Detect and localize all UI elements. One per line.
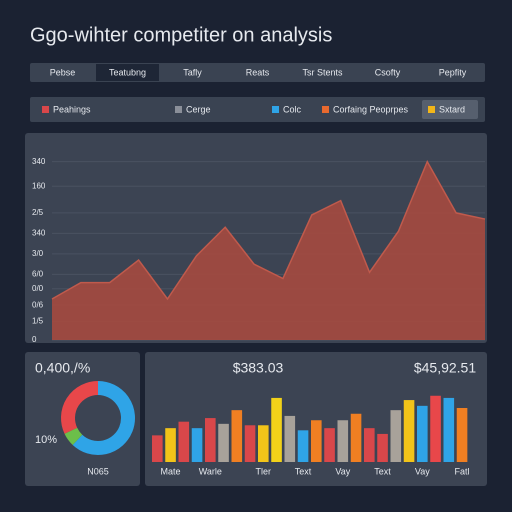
- bar-title: $383.03: [233, 360, 284, 376]
- bar: [390, 410, 402, 462]
- y-tick-label: 2/5: [32, 208, 44, 217]
- area: [52, 161, 485, 340]
- y-tick-label: 0/0: [32, 284, 44, 293]
- x-tick-label: Vay: [415, 466, 430, 476]
- bar: [258, 425, 269, 462]
- bar: [165, 428, 176, 462]
- bar: [218, 423, 229, 462]
- y-tick-label: 340: [32, 229, 46, 238]
- legend-swatch: [42, 106, 49, 113]
- tab[interactable]: [356, 64, 419, 81]
- bar: [284, 415, 296, 462]
- x-tick-label: Vay: [335, 466, 350, 476]
- legend-swatch: [428, 106, 435, 113]
- x-tick-label: Mate: [161, 466, 181, 476]
- bar: [417, 405, 428, 462]
- bar: [231, 410, 243, 462]
- tab[interactable]: [96, 64, 159, 81]
- donut-segment: [72, 381, 135, 455]
- legend-label: Colc: [283, 104, 302, 114]
- bar: [337, 420, 349, 462]
- tab-label: Teatubng: [109, 67, 146, 77]
- page-title: Ggo-wihter competiter on analysis: [30, 24, 332, 46]
- tab[interactable]: [421, 64, 484, 81]
- bar: [311, 420, 322, 462]
- donut-annotation: 10%: [35, 434, 57, 446]
- bar: [443, 397, 455, 462]
- x-tick-label: Fatl: [455, 466, 470, 476]
- y-tick-label: 6/0: [32, 270, 44, 279]
- y-tick-label: 0/6: [32, 300, 44, 309]
- bar: [271, 397, 282, 462]
- x-tick-label: Text: [295, 466, 312, 476]
- donut-segment: [61, 381, 99, 434]
- legend-label: Peahings: [53, 104, 91, 114]
- tab-label: Tsr Stents: [302, 67, 343, 77]
- tab-label: Tafly: [183, 67, 202, 77]
- bar: [152, 435, 163, 462]
- tab-label: Pebse: [50, 67, 76, 77]
- tab-label: Pepfity: [439, 67, 467, 77]
- tab[interactable]: [161, 64, 224, 81]
- y-tick-label: 3/0: [32, 249, 44, 258]
- bar: [191, 428, 203, 462]
- legend-label: Sxtard: [439, 104, 465, 114]
- bar: [403, 400, 415, 462]
- y-tick-label: 1/5: [32, 317, 44, 326]
- bar: [430, 395, 441, 462]
- area-line: [51, 159, 486, 301]
- y-tick-label: 340: [32, 157, 46, 166]
- bar: [324, 428, 335, 462]
- tab[interactable]: [226, 64, 289, 81]
- tab[interactable]: [31, 64, 94, 81]
- bar-subtitle: $45,92.51: [414, 360, 476, 376]
- legend-swatch: [322, 106, 329, 113]
- tab[interactable]: [291, 64, 354, 81]
- legend-label: Corfaing Peoprpes: [333, 104, 409, 114]
- donut-segment: [64, 427, 83, 445]
- bar: [178, 421, 190, 462]
- tab-label: Reats: [246, 67, 270, 77]
- legend-highlight[interactable]: [422, 100, 478, 119]
- y-tick-label: 160: [32, 181, 46, 190]
- legend-bar: [30, 97, 485, 122]
- bar: [377, 433, 388, 462]
- legend-swatch: [175, 106, 182, 113]
- bar: [297, 430, 309, 462]
- bar: [205, 418, 216, 462]
- bar: [350, 413, 362, 462]
- donut-title: 0,400,/%: [35, 360, 90, 376]
- tab-label: Csofty: [375, 67, 401, 77]
- y-tick-label: 0: [32, 335, 37, 344]
- x-tick-label: Tler: [256, 466, 272, 476]
- bar: [244, 425, 256, 462]
- x-tick-label: Text: [374, 466, 391, 476]
- bar: [364, 428, 375, 462]
- x-tick-label: Warle: [199, 466, 222, 476]
- legend-label: Cerge: [186, 104, 211, 114]
- bar: [456, 408, 468, 462]
- bar-panel: [145, 352, 487, 486]
- legend-swatch: [272, 106, 279, 113]
- donut-annotation: N065: [87, 466, 109, 476]
